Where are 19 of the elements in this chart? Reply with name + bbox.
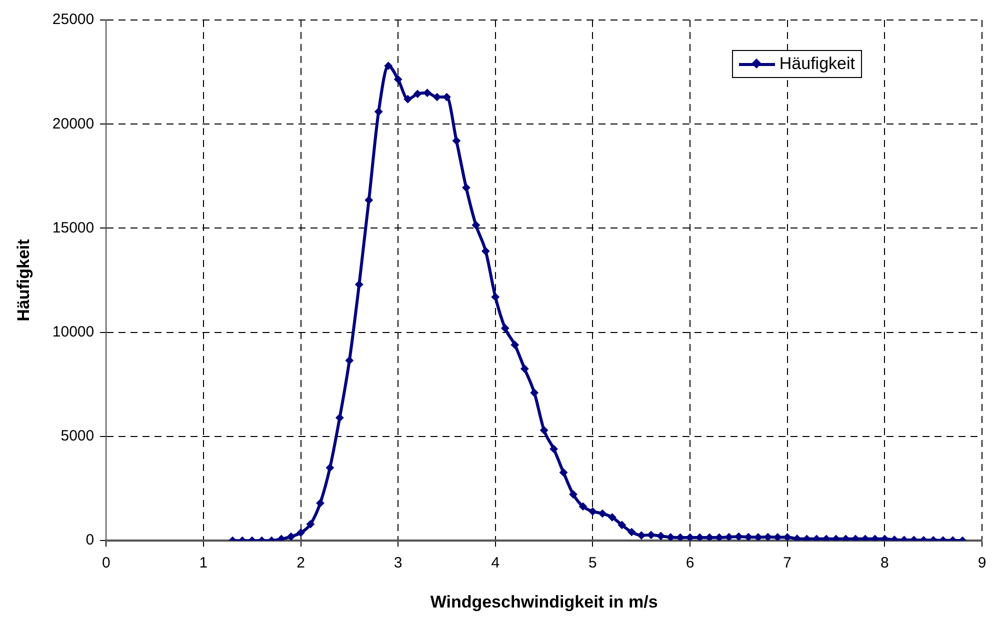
x-tick-label: 9 [978,554,986,572]
y-tick-label: 0 [86,532,94,549]
x-tick-label: 7 [783,554,792,572]
y-tick-label: 15000 [52,219,94,236]
y-axis-title: Häufigkeit [14,238,33,322]
x-tick-label: 0 [102,554,110,572]
x-axis-title: Windgeschwindigkeit in m/s [430,592,658,612]
y-tick-label: 20000 [52,115,94,132]
x-tick-label: 3 [394,554,402,572]
y-tick-label: 25000 [52,11,94,28]
x-tick-label: 8 [880,554,889,572]
legend-label: Häufigkeit [779,54,855,74]
x-tick-label: 6 [686,554,694,572]
y-tick-label: 10000 [52,324,94,340]
x-tick-label: 4 [491,554,500,572]
x-tick-label: 1 [199,554,208,572]
x-tick-label: 5 [588,554,597,572]
y-tick-label: 5000 [60,428,94,445]
x-tick-label: 2 [296,554,305,572]
